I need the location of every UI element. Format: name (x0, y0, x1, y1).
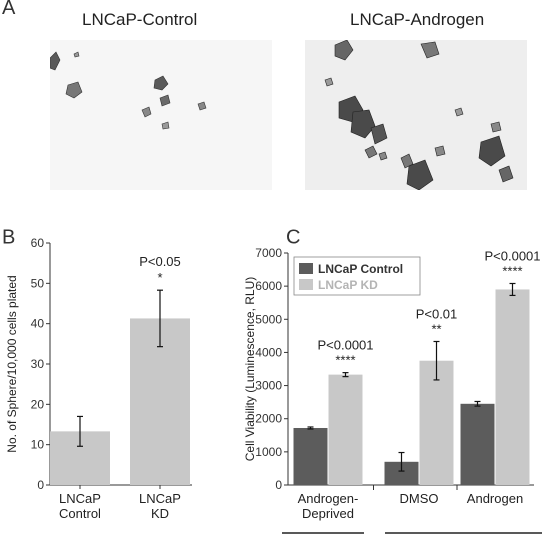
y-tick-label: 0 (275, 478, 282, 492)
significance-label: P<0.01 (416, 306, 458, 321)
y-tick-label: 1000 (255, 445, 282, 459)
y-tick-label: 7000 (255, 246, 282, 260)
category-label: Androgen (467, 491, 523, 506)
bar-control (460, 403, 495, 485)
control-micrograph (50, 40, 272, 190)
y-axis-title: Cell Viability (Luminescence, RLU) (243, 277, 257, 462)
control-image-title: LNCaP-Control (82, 10, 198, 29)
y-axis-title: No. of Sphere/10,000 cells plated (5, 275, 19, 452)
y-tick-label: 60 (31, 236, 45, 250)
significance-label: **** (502, 263, 522, 278)
significance-label: P<0.0001 (484, 248, 540, 263)
bar-kd (495, 289, 530, 485)
day-group-label: DAY 4 (439, 539, 475, 542)
androgen-image-title: LNCaP-Androgen (350, 10, 485, 29)
y-tick-label: 6000 (255, 279, 282, 293)
panel-c-chart: C 0 1000 2000 3000 4000 5000 6000 7000 Cell Viabi… (243, 227, 542, 542)
y-tick-label: 20 (31, 397, 45, 411)
category-label: Androgen- (298, 491, 359, 506)
bar-kd (328, 374, 363, 485)
bar-kd (419, 360, 454, 485)
significance-label: * (157, 270, 162, 285)
y-tick-label: 10 (31, 438, 45, 452)
category-label: KD (151, 506, 169, 521)
y-tick-label: 4000 (255, 345, 282, 359)
y-tick-label: 50 (31, 276, 45, 290)
category-label: DMSO (400, 491, 439, 506)
panel-c-letter: C (286, 227, 300, 249)
y-tick-label: 3000 (255, 379, 282, 393)
panel-a-letter: A (2, 0, 16, 19)
significance-label: ** (431, 321, 441, 336)
category-label: Deprived (302, 506, 354, 521)
legend-box (293, 256, 421, 296)
day-group-label: DAY 0 (310, 539, 346, 542)
legend-label: LNCaP Control (318, 262, 403, 276)
y-tick-label: 2000 (255, 412, 282, 426)
legend-swatch (299, 263, 313, 274)
y-tick-label: 5000 (255, 312, 282, 326)
panel-b-letter: B (2, 227, 15, 249)
androgen-micrograph (305, 40, 527, 190)
category-label: Control (59, 506, 101, 521)
bar-control (293, 427, 328, 485)
bar-control (384, 461, 419, 485)
legend-label: LNCaP KD (318, 278, 378, 292)
significance-label: P<0.05 (139, 254, 181, 269)
legend-swatch (299, 279, 313, 290)
y-tick-label: 30 (31, 357, 45, 371)
y-tick-label: 40 (31, 317, 45, 331)
y-tick-label: 0 (37, 478, 44, 492)
category-label: LNCaP (59, 491, 101, 506)
panel-b-chart: B 0 10 20 30 40 50 60 No. of Sphere/10,000 cells… (2, 227, 192, 521)
significance-label: **** (335, 353, 355, 368)
category-label: LNCaP (139, 491, 181, 506)
significance-label: P<0.0001 (317, 338, 373, 353)
